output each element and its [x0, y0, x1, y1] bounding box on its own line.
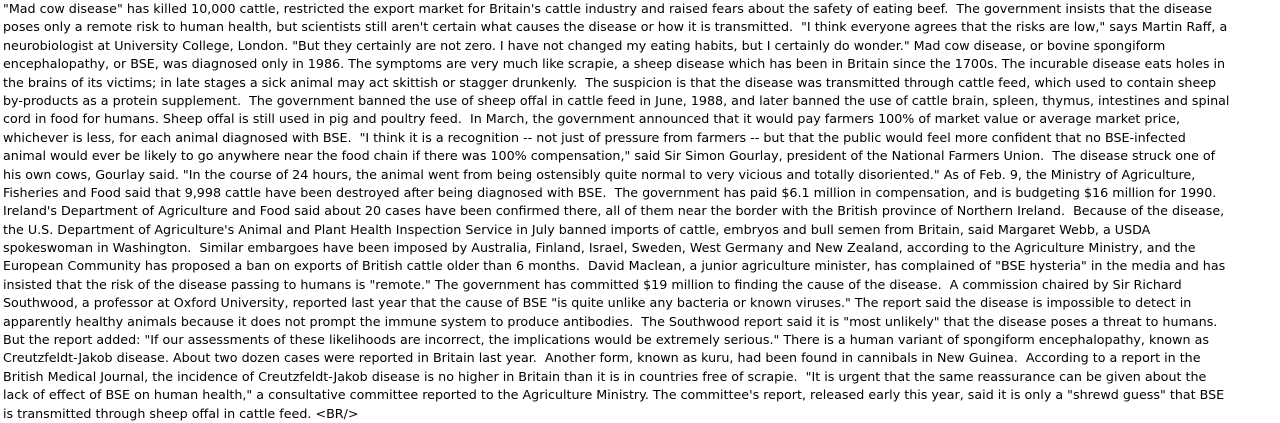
- article-body: "Mad cow disease" has killed 10,000 catt…: [3, 0, 1277, 423]
- text-line: But the report added: "If our assessment…: [3, 332, 1209, 348]
- text-line: Fisheries and Food said that 9,998 cattl…: [3, 184, 1217, 200]
- text-line: European Community has proposed a ban on…: [3, 258, 1226, 274]
- text-line: poses only a remote risk to human health…: [3, 19, 1228, 35]
- text-line: spokeswoman in Washington. Similar embar…: [3, 240, 1196, 256]
- text-line: neurobiologist at University College, Lo…: [3, 37, 1166, 53]
- text-line: British Medical Journal, the incidence o…: [3, 368, 1207, 384]
- text-line: Ireland's Department of Agriculture and …: [3, 203, 1225, 219]
- text-line: encephalopathy, or BSE, was diagnosed on…: [3, 56, 1226, 72]
- text-line: is transmitted through sheep offal in ca…: [3, 405, 359, 421]
- text-line: the U.S. Department of Agriculture's Ani…: [3, 221, 1151, 237]
- text-line: his own cows, Gourlay said. "In the cour…: [3, 166, 1196, 182]
- text-line: Southwood, a professor at Oxford Univers…: [3, 295, 1192, 311]
- text-line: the brains of its victims; in late stage…: [3, 74, 1217, 90]
- text-line: animal would ever be likely to go anywhe…: [3, 148, 1216, 164]
- text-line: apparently healthy animals because it do…: [3, 313, 1218, 329]
- text-line: insisted that the risk of the disease pa…: [3, 276, 1182, 292]
- text-line: "Mad cow disease" has killed 10,000 catt…: [3, 1, 1213, 16]
- text-line: lack of effect of BSE on human health," …: [3, 387, 1225, 403]
- text-line: by-products as a protein supplement. The…: [3, 92, 1230, 108]
- text-line: Creutzfeldt-Jakob disease. About two doz…: [3, 350, 1201, 366]
- text-line: whichever is less, for each animal diagn…: [3, 129, 1186, 145]
- text-line: cord in food for humans. Sheep offal is …: [3, 111, 1181, 127]
